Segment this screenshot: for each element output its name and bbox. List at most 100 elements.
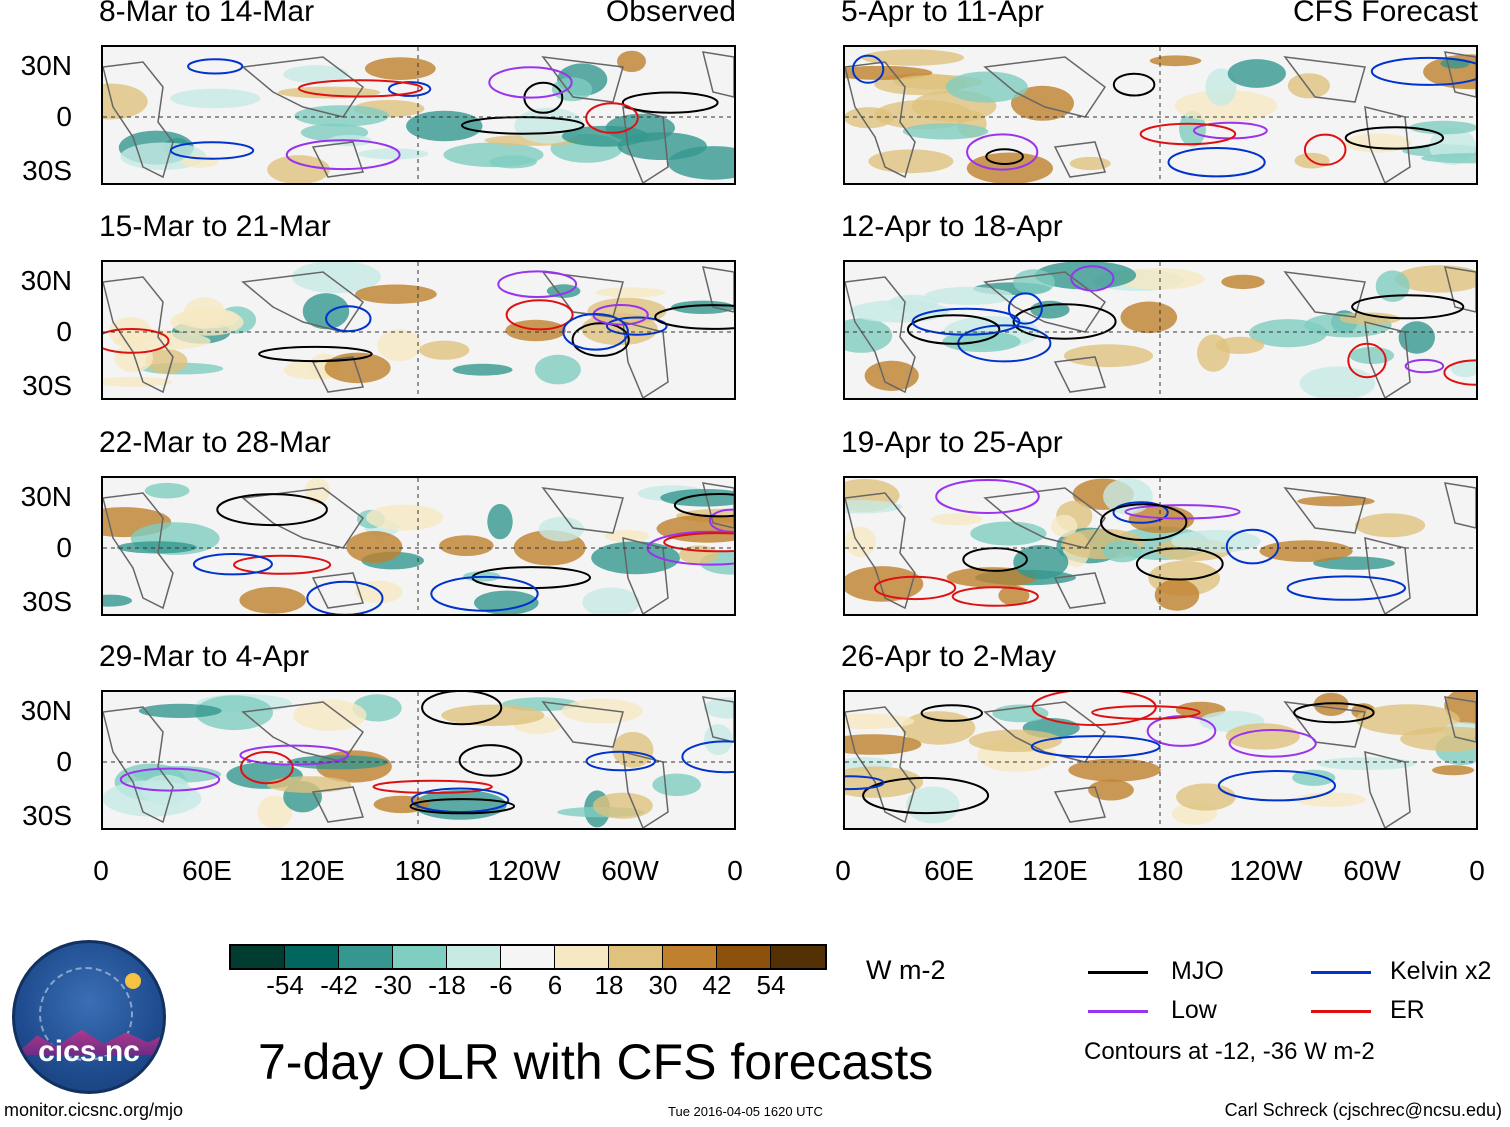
- colorbar-label: 6: [547, 970, 563, 1000]
- units-label: W m-2: [866, 955, 946, 985]
- wave-contour: [325, 305, 372, 333]
- olr-anomaly-blob: [1179, 110, 1206, 147]
- olr-anomaly-blob: [1287, 73, 1330, 99]
- coastline: [541, 487, 624, 534]
- wave-contour: [458, 744, 523, 777]
- wave-contour: [920, 704, 984, 722]
- olr-anomaly-blob: [902, 123, 989, 140]
- colorbar-swatch: [555, 946, 609, 968]
- forecast-label: CFS Forecast: [1292, 0, 1478, 28]
- coastline: [541, 56, 624, 103]
- panel-title: 5-Apr to 11-Apr: [841, 0, 1044, 28]
- colorbar-label: -30: [374, 970, 412, 1000]
- wave-contour: [874, 575, 957, 601]
- legend-label-er: ER: [1390, 996, 1425, 1024]
- wave-contour: [421, 692, 503, 726]
- wave-contour: [1228, 729, 1317, 758]
- olr-anomaly-blob: [703, 697, 734, 719]
- coastline: [845, 61, 916, 179]
- coastline: [622, 537, 669, 614]
- olr-anomaly-blob: [534, 354, 581, 385]
- coastline: [1283, 271, 1366, 318]
- footer-author: Carl Schreck (cjschrec@ncsu.edu): [1224, 1100, 1502, 1120]
- olr-anomaly-blob: [845, 318, 893, 353]
- olr-map: [843, 690, 1478, 830]
- wave-contour: [1124, 504, 1241, 520]
- wave-contour: [1225, 528, 1280, 565]
- wave-contour: [1404, 358, 1445, 374]
- olr-anomaly-blob: [144, 482, 190, 499]
- olr-anomaly-blob: [1154, 579, 1200, 611]
- map-graphic: [845, 478, 1476, 614]
- x-tick: 60W: [1343, 855, 1401, 886]
- wave-contour: [562, 313, 629, 351]
- wave-contour: [1007, 292, 1043, 325]
- olr-anomaly-blob: [592, 792, 653, 819]
- wave-contour: [1112, 501, 1169, 524]
- coastline: [845, 706, 916, 824]
- olr-anomaly-blob: [604, 530, 650, 543]
- coastline: [1364, 106, 1411, 183]
- wave-contour: [505, 299, 574, 331]
- coastline: [1283, 56, 1366, 103]
- figure-title: 7-day OLR with CFS forecasts: [258, 1034, 934, 1090]
- x-tick: 60E: [182, 855, 232, 886]
- olr-anomaly-blob: [1034, 262, 1137, 290]
- olr-anomaly-blob: [1355, 513, 1426, 538]
- olr-anomaly-blob: [443, 142, 544, 168]
- legend-label-mjo: MJO: [1171, 957, 1224, 985]
- x-tick: 120E: [279, 855, 345, 886]
- wave-contour: [372, 779, 493, 794]
- olr-anomaly-blob: [304, 478, 331, 505]
- wave-contour: [585, 750, 656, 772]
- panel-title: 19-Apr to 25-Apr: [841, 426, 1063, 459]
- olr-anomaly-blob: [103, 780, 202, 817]
- observed-panel-3: 22-Mar to 28-Mar: [99, 426, 736, 616]
- colorbar-swatch: [285, 946, 339, 968]
- map-graphic: [845, 47, 1476, 183]
- olr-anomaly-blob: [1205, 68, 1237, 106]
- wave-contour: [239, 751, 294, 785]
- coastline: [311, 356, 364, 393]
- olr-anomaly-blob: [1013, 269, 1055, 295]
- y-tick-30n: 30N: [20, 50, 72, 81]
- y-tick-0: 0: [56, 532, 72, 563]
- wave-contour: [606, 316, 668, 336]
- wave-contour: [906, 314, 1001, 345]
- x-tick: 60W: [601, 855, 659, 886]
- wave-contour: [233, 554, 332, 575]
- wave-contour: [1167, 147, 1266, 178]
- olr-anomaly-blob: [1050, 514, 1078, 537]
- wave-contour: [585, 102, 639, 134]
- wave-contour: [409, 798, 516, 815]
- wave-contour: [911, 307, 1021, 336]
- olr-anomaly-blob: [845, 107, 894, 129]
- olr-anomaly-blob: [1409, 120, 1476, 135]
- wave-contour: [962, 547, 1028, 572]
- olr-anomaly-blob: [364, 57, 436, 80]
- wave-contour: [1286, 575, 1406, 601]
- coastline: [1443, 51, 1476, 98]
- colorbar-swatch: [717, 946, 771, 968]
- sun-icon: [125, 973, 141, 989]
- olr-anomaly-blob: [1344, 133, 1412, 153]
- olr-anomaly-blob: [861, 49, 964, 66]
- coastline: [701, 51, 734, 98]
- wave-contour: [681, 740, 734, 774]
- olr-anomaly-blob: [1088, 779, 1134, 801]
- y-tick-0: 0: [56, 746, 72, 777]
- y-tick-30n: 30N: [20, 265, 72, 296]
- logo-text: cics.nc: [38, 1035, 140, 1068]
- map-graphic: [103, 478, 734, 614]
- wave-contour: [497, 270, 578, 299]
- colorbar-swatch: [663, 946, 717, 968]
- observed-label: Observed: [605, 0, 736, 28]
- map-graphic: [103, 262, 734, 398]
- x-tick: 120E: [1022, 855, 1088, 886]
- wave-contour: [571, 322, 630, 357]
- olr-anomaly-blob: [1432, 765, 1475, 776]
- olr-anomaly-blob: [358, 148, 429, 160]
- wave-contour: [845, 775, 885, 791]
- olr-anomaly-blob: [103, 376, 173, 387]
- olr-anomaly-blob: [116, 541, 197, 554]
